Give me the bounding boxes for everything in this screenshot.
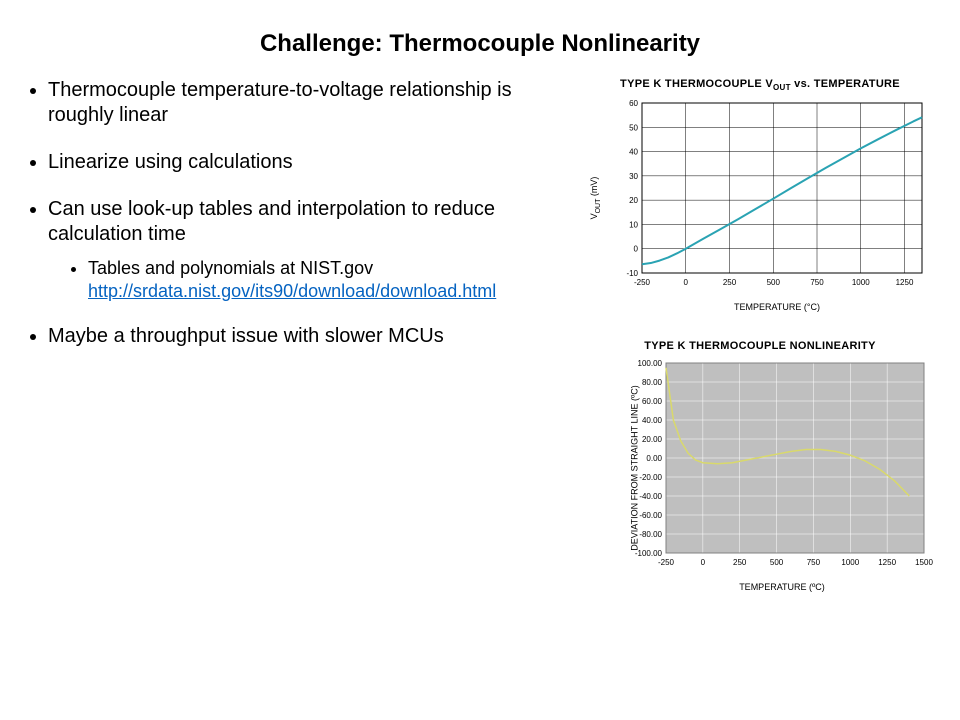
charts-column: TYPE K THERMOCOUPLE VOUT vs. TEMPERATURE… — [580, 78, 940, 592]
chart1-svg: -250 0 250 500 750 1000 1250 -10 0 10 20 30 40 50 60 — [614, 98, 934, 298]
bullet-list: Thermocouple temperature-to-voltage rela… — [20, 78, 570, 349]
svg-text:0: 0 — [701, 558, 706, 567]
svg-text:1500: 1500 — [915, 558, 933, 567]
svg-text:500: 500 — [767, 278, 781, 287]
svg-text:-10: -10 — [626, 269, 638, 278]
svg-text:0: 0 — [634, 245, 639, 254]
bullet-3-sub1-text: Tables and polynomials at NIST.gov — [88, 258, 373, 278]
svg-text:-80.00: -80.00 — [639, 530, 662, 539]
bullet-4: Maybe a throughput issue with slower MCU… — [48, 324, 570, 349]
svg-text:0: 0 — [684, 278, 689, 287]
svg-text:50: 50 — [629, 123, 638, 132]
svg-text:1250: 1250 — [878, 558, 896, 567]
chart-vout-vs-temp: TYPE K THERMOCOUPLE VOUT vs. TEMPERATURE… — [580, 78, 940, 312]
svg-text:-250: -250 — [634, 278, 651, 287]
chart1-title-pre: TYPE K THERMOCOUPLE V — [620, 78, 773, 90]
svg-text:-20.00: -20.00 — [639, 473, 662, 482]
bullet-1: Thermocouple temperature-to-voltage rela… — [48, 78, 570, 128]
bullet-2: Linearize using calculations — [48, 150, 570, 175]
svg-text:500: 500 — [770, 558, 784, 567]
bullet-3-sub1: Tables and polynomials at NIST.gov http:… — [88, 257, 570, 302]
chart2-xlabel: TEMPERATURE (ºC) — [580, 582, 940, 592]
chart2-title: TYPE K THERMOCOUPLE NONLINEARITY — [580, 340, 940, 352]
svg-text:100.00: 100.00 — [638, 359, 663, 368]
svg-text:40.00: 40.00 — [642, 416, 663, 425]
svg-text:750: 750 — [810, 278, 824, 287]
svg-text:-60.00: -60.00 — [639, 511, 662, 520]
content-area: Thermocouple temperature-to-voltage rela… — [0, 78, 960, 592]
bullet-3: Can use look-up tables and interpolation… — [48, 197, 570, 302]
bullet-3-sublist: Tables and polynomials at NIST.gov http:… — [48, 257, 570, 302]
chart1-title-sub: OUT — [773, 83, 791, 92]
chart2-svg: -2500250500750100012501500-100.00-80.00-… — [624, 358, 934, 578]
bullet-3-text: Can use look-up tables and interpolation… — [48, 198, 495, 245]
chart2-ylabel: DEVIATION FROM STRAIGHT LINE (ºC) — [630, 385, 640, 550]
svg-text:750: 750 — [807, 558, 821, 567]
svg-text:60.00: 60.00 — [642, 397, 663, 406]
svg-text:40: 40 — [629, 148, 638, 157]
chart1-title-post: vs. TEMPERATURE — [791, 78, 900, 90]
svg-text:1000: 1000 — [852, 278, 870, 287]
svg-text:30: 30 — [629, 172, 638, 181]
svg-text:1250: 1250 — [896, 278, 914, 287]
svg-text:20.00: 20.00 — [642, 435, 663, 444]
svg-text:0.00: 0.00 — [646, 454, 662, 463]
svg-text:60: 60 — [629, 99, 638, 108]
svg-text:-40.00: -40.00 — [639, 492, 662, 501]
slide-title: Challenge: Thermocouple Nonlinearity — [0, 0, 960, 78]
bullet-list-container: Thermocouple temperature-to-voltage rela… — [20, 78, 580, 592]
chart1-title: TYPE K THERMOCOUPLE VOUT vs. TEMPERATURE — [580, 78, 940, 92]
svg-text:250: 250 — [733, 558, 747, 567]
svg-text:1000: 1000 — [841, 558, 859, 567]
chart1-ylabel: VOUT (mV) — [589, 177, 602, 220]
svg-text:80.00: 80.00 — [642, 378, 663, 387]
nist-link[interactable]: http://srdata.nist.gov/its90/download/do… — [88, 281, 496, 301]
svg-text:250: 250 — [723, 278, 737, 287]
chart1-xlabel: TEMPERATURE (°C) — [580, 302, 940, 312]
chart-nonlinearity: TYPE K THERMOCOUPLE NONLINEARITY DEVIATI… — [580, 340, 940, 592]
svg-text:20: 20 — [629, 196, 638, 205]
svg-text:10: 10 — [629, 221, 638, 230]
svg-text:-250: -250 — [658, 558, 675, 567]
